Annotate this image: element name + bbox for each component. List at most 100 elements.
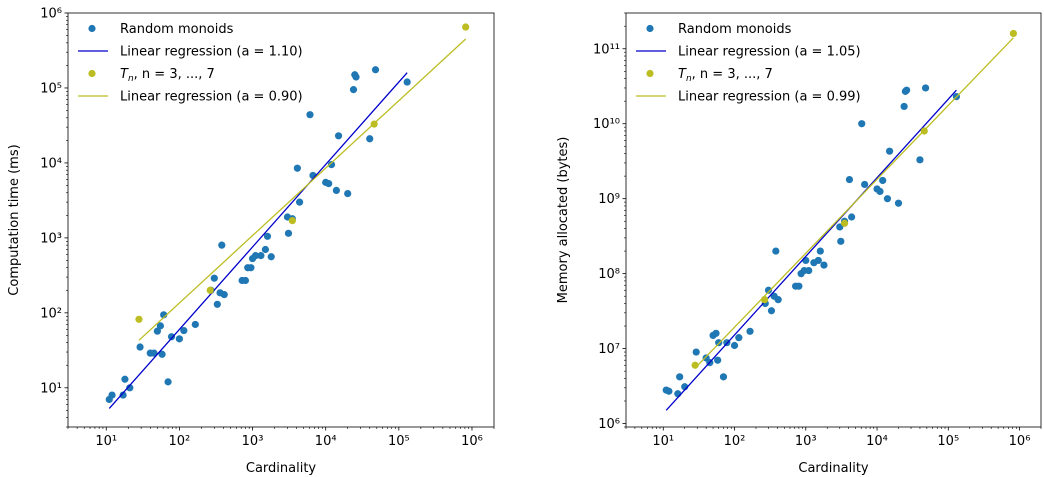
data-point [263, 232, 272, 240]
plot-area [662, 29, 1018, 411]
regression-line-4 [694, 37, 1014, 369]
data-point [845, 175, 854, 184]
legend-marker-swatch [88, 24, 96, 33]
data-point [306, 111, 314, 119]
data-point [772, 247, 780, 255]
x-tick-label: 10² [169, 434, 191, 449]
legend-label: Tn, n = 3, ..., 7 [120, 67, 215, 84]
data-point [848, 213, 856, 221]
data-point [167, 333, 176, 341]
data-point [191, 320, 199, 329]
data-point [206, 286, 214, 294]
data-point [156, 322, 165, 330]
data-point [220, 291, 228, 299]
regression-line-4 [138, 38, 467, 341]
data-point [837, 237, 845, 245]
x-axis-label: Cardinality [246, 461, 317, 476]
data-point [814, 256, 822, 265]
data-point [288, 217, 296, 225]
y-tick-label: 10⁴ [40, 156, 62, 171]
data-point [879, 176, 887, 185]
y-axis-label: Memory allocated (bytes) [556, 137, 571, 304]
data-point [136, 343, 144, 351]
legend-label: Linear regression (a = 0.90) [120, 90, 303, 105]
data-point [714, 356, 722, 364]
data-point [251, 252, 260, 260]
data-point [858, 120, 866, 128]
y-axis-label: Computation time (ms) [7, 144, 22, 295]
data-point [883, 195, 892, 203]
data-point [730, 341, 739, 350]
legend-item: Random monoids [88, 22, 234, 37]
y-tick-label: 10⁵ [40, 81, 62, 96]
legend-item: Linear regression (a = 0.99) [636, 90, 861, 105]
legend-item: Tn, n = 3, ..., 7 [646, 67, 773, 84]
data-point [719, 373, 728, 381]
chart-1: 10¹ 10² 10³ 10⁴ 10⁵ 10⁶ 10¹ 10² 10³ 10⁴ 10⁵ 10⁶ Card… [7, 7, 495, 476]
data-point [352, 73, 360, 81]
data-point [296, 198, 304, 206]
data-point [284, 229, 293, 237]
x-tick-label: 10⁵ [937, 434, 959, 449]
data-point [885, 147, 894, 155]
y-tick-label: 10⁹ [598, 192, 620, 207]
y-tick-label: 10¹⁰ [593, 117, 620, 132]
data-point [760, 296, 769, 304]
data-point [267, 253, 275, 261]
legend-marker-swatch [646, 69, 654, 78]
legend-marker-swatch [646, 24, 654, 33]
data-point [175, 335, 183, 343]
legend-label: Linear regression (a = 0.99) [678, 90, 861, 105]
data-point [334, 132, 343, 140]
legend-label: Random monoids [120, 22, 234, 37]
regression-line-2 [108, 72, 408, 409]
data-point [795, 282, 803, 290]
data-point [802, 256, 810, 265]
data-point [261, 245, 270, 254]
data-point [344, 189, 352, 198]
data-point [126, 384, 134, 392]
y-tick-label: 10³ [40, 231, 62, 246]
data-point [371, 66, 380, 74]
data-point [257, 252, 265, 260]
data-point [213, 300, 221, 308]
x-tick-label: 10¹ [95, 434, 117, 449]
data-point [764, 286, 773, 294]
legend-item: Linear regression (a = 1.10) [78, 45, 303, 60]
data-point [135, 315, 143, 323]
data-point [325, 179, 333, 188]
data-point [820, 261, 828, 269]
data-point [900, 102, 908, 111]
legend-label: Linear regression (a = 1.10) [120, 45, 303, 60]
data-point [767, 307, 776, 315]
data-point [816, 247, 824, 255]
y-tick-label: 10⁷ [598, 342, 620, 357]
data-point [735, 334, 743, 342]
x-tick-label: 10¹ [652, 434, 674, 449]
y-tick-label: 10² [40, 306, 62, 321]
legend-item: Random monoids [646, 22, 792, 37]
plot-area [105, 23, 470, 409]
data-point [403, 78, 411, 86]
chart-2: 10¹ 10² 10³ 10⁴ 10⁵ 10⁶ 10⁶ 10⁷ 10⁸ 10⁹ 10¹⁰ 10¹¹ Ca… [556, 12, 1042, 476]
data-point [247, 264, 255, 272]
data-point [241, 276, 250, 285]
data-point [366, 135, 374, 143]
y-tick-label: 10¹¹ [593, 42, 620, 57]
legend-item: Linear regression (a = 1.05) [636, 45, 861, 60]
data-point [712, 329, 720, 337]
legend-label: Tn, n = 3, ..., 7 [678, 67, 773, 84]
axes-frame [625, 12, 1042, 428]
data-point [916, 156, 924, 164]
data-point [210, 274, 218, 282]
data-point [861, 180, 869, 189]
data-point [876, 187, 884, 196]
data-point [119, 391, 127, 399]
data-point [164, 378, 172, 386]
x-tick-label: 10² [724, 434, 746, 449]
legend-item: Tn, n = 3, ..., 7 [88, 67, 215, 84]
x-tick-label: 10³ [795, 434, 817, 449]
x-tick-label: 10⁴ [315, 434, 337, 449]
x-axis-label: Cardinality [798, 461, 869, 476]
data-point [150, 349, 158, 357]
